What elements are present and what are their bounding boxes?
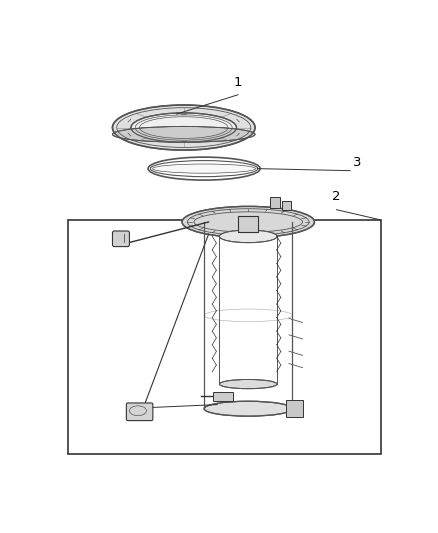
Bar [286,400,303,417]
Text: 1: 1 [234,76,242,88]
Ellipse shape [113,105,255,150]
Text: 2: 2 [332,190,341,204]
FancyBboxPatch shape [127,403,153,421]
Ellipse shape [219,379,277,389]
Text: 3: 3 [353,156,362,168]
Bar [238,216,258,232]
Bar [212,392,233,401]
Ellipse shape [131,113,237,142]
FancyBboxPatch shape [113,231,130,247]
Ellipse shape [113,126,255,142]
Bar [270,197,280,207]
Bar [282,201,291,209]
Ellipse shape [219,230,277,243]
Ellipse shape [182,206,314,238]
Bar [68,220,381,454]
Ellipse shape [204,401,293,416]
Ellipse shape [152,164,256,173]
